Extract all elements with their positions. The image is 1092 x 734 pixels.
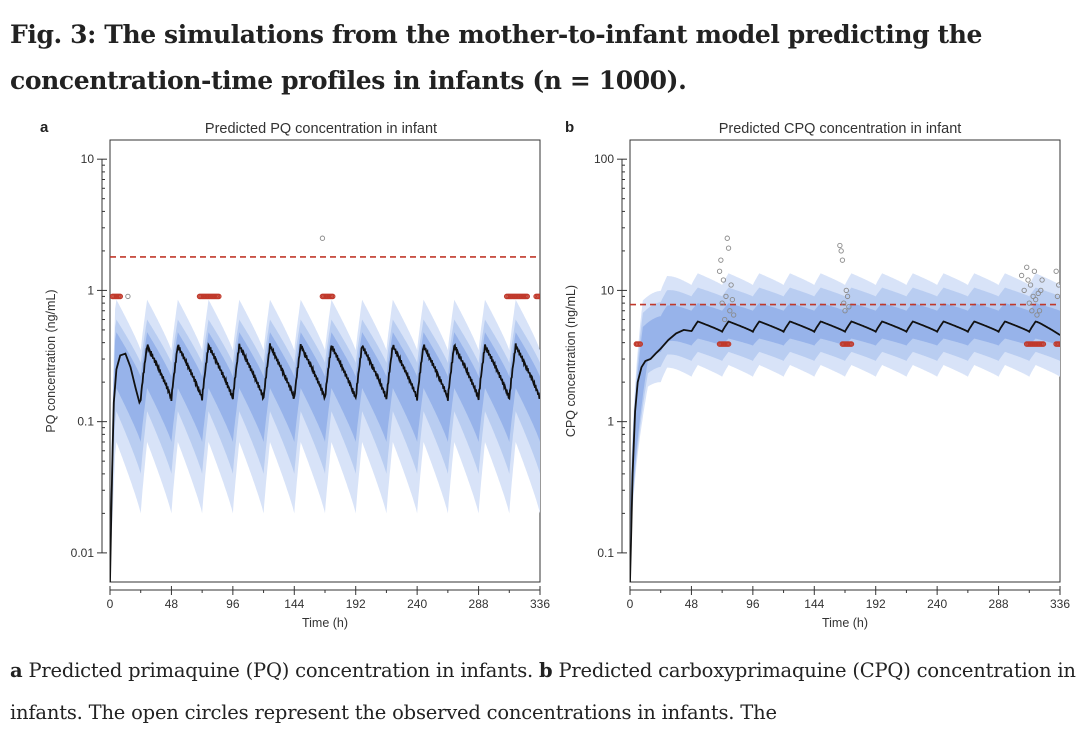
x-axis-label: Time (h) — [302, 616, 348, 630]
x-tick-label: 144 — [284, 597, 304, 611]
observed-point — [838, 248, 844, 254]
observed-point — [728, 282, 734, 288]
prediction-band-inner — [630, 303, 1060, 582]
observed-point — [722, 316, 728, 323]
bql-point — [329, 293, 336, 300]
observed-point — [839, 257, 846, 263]
x-tick-label: 336 — [1050, 597, 1070, 611]
x-tick-label: 144 — [804, 597, 824, 611]
observed-point — [1026, 300, 1032, 306]
bql-point — [725, 341, 732, 347]
y-tick-label: 0.1 — [77, 415, 94, 429]
observed-point — [729, 297, 736, 303]
y-tick-label: 1 — [607, 415, 614, 429]
y-tick-label: 0.01 — [71, 546, 95, 560]
observed-point — [846, 304, 852, 310]
y-tick-label: 100 — [594, 152, 614, 166]
observed-point — [842, 308, 848, 314]
bql-point — [524, 293, 531, 300]
bql-point — [1040, 341, 1047, 347]
observed-point — [1036, 308, 1043, 314]
x-tick-label: 288 — [989, 597, 1009, 611]
observed-point — [843, 287, 849, 294]
prediction-band-inner — [110, 332, 540, 582]
caption-a-label: a — [10, 659, 23, 682]
observed-point — [1056, 282, 1060, 288]
caption-b-label: b — [539, 659, 553, 682]
observed-point — [837, 242, 843, 249]
observed-point — [1053, 268, 1059, 274]
panel-letter: b — [565, 119, 574, 136]
observed-point — [841, 300, 847, 306]
observed-point — [1054, 293, 1060, 300]
y-axis-label: PQ concentration (ng/mL) — [44, 289, 58, 432]
observed-point — [716, 268, 723, 274]
x-tick-label: 96 — [226, 597, 240, 611]
panel-title: Predicted CPQ concentration in infant — [719, 121, 962, 137]
caption-b-text: Predicted carboxyprimaquine (CPQ) concen… — [10, 659, 1076, 724]
x-tick-label: 336 — [530, 597, 550, 611]
y-axis-label: CPQ concentration (ng/mL) — [564, 285, 578, 437]
panel-a: 0.01 0.1 1 10 0 48 96 144 192 240 288 336 a Predicted… — [40, 119, 550, 630]
bql-point — [848, 341, 855, 347]
observed-point — [1031, 268, 1038, 274]
x-tick-label: 240 — [407, 597, 427, 611]
median-line — [110, 342, 540, 582]
observed-point — [1018, 272, 1025, 279]
observed-point — [718, 257, 724, 263]
panel-b: 0.1 1 10 100 0 48 96 144 192 240 288 336 b Predicted … — [564, 119, 1070, 630]
bql-point — [637, 341, 644, 347]
observed-point — [319, 235, 326, 241]
y-tick-label: 1 — [87, 283, 94, 297]
x-tick-label: 0 — [627, 597, 634, 611]
observed-point — [1034, 312, 1040, 318]
observed-point — [1039, 277, 1045, 283]
caption-a-text: Predicted primaquine (PQ) concentration … — [28, 659, 533, 682]
x-tick-label: 96 — [746, 597, 760, 611]
x-tick-label: 192 — [346, 597, 366, 611]
plot-area — [630, 235, 1060, 582]
observed-point — [1025, 277, 1031, 283]
x-tick-label: 240 — [927, 597, 947, 611]
observed-point — [125, 293, 131, 300]
median-line — [630, 320, 1060, 582]
observed-point — [1021, 287, 1027, 294]
y-tick-label: 10 — [601, 283, 615, 297]
panel-title: Predicted PQ concentration in infant — [205, 121, 437, 137]
figure-caption: a Predicted primaquine (PQ) concentratio… — [10, 650, 1085, 734]
observed-point — [1038, 287, 1044, 294]
observed-point — [727, 308, 733, 314]
observed-point — [724, 235, 730, 241]
figure-title: Fig. 3: The simulations from the mother-… — [10, 20, 982, 95]
y-tick-label: 10 — [81, 152, 95, 166]
y-tick-label: 0.1 — [597, 546, 614, 560]
observed-point — [1027, 282, 1034, 288]
panel-letter: a — [40, 119, 49, 136]
x-tick-label: 48 — [165, 597, 179, 611]
observed-point — [725, 245, 732, 251]
x-axis-label: Time (h) — [822, 616, 868, 630]
x-tick-label: 288 — [469, 597, 489, 611]
observed-point — [1030, 293, 1036, 300]
observed-point — [1033, 297, 1039, 303]
bql-point — [1057, 341, 1060, 347]
observed-point — [719, 300, 725, 306]
observed-point — [720, 277, 727, 283]
observed-point — [1029, 308, 1035, 314]
observed-point — [731, 312, 737, 318]
plot-area — [110, 235, 540, 582]
x-tick-label: 192 — [866, 597, 886, 611]
bql-point — [537, 293, 540, 300]
x-tick-label: 48 — [685, 597, 699, 611]
observed-point — [1024, 264, 1030, 270]
observed-point — [723, 293, 729, 300]
observed-point — [844, 293, 851, 300]
bql-point — [215, 293, 222, 300]
observed-point — [1035, 290, 1041, 296]
bql-point — [117, 293, 124, 300]
x-tick-label: 0 — [107, 597, 114, 611]
